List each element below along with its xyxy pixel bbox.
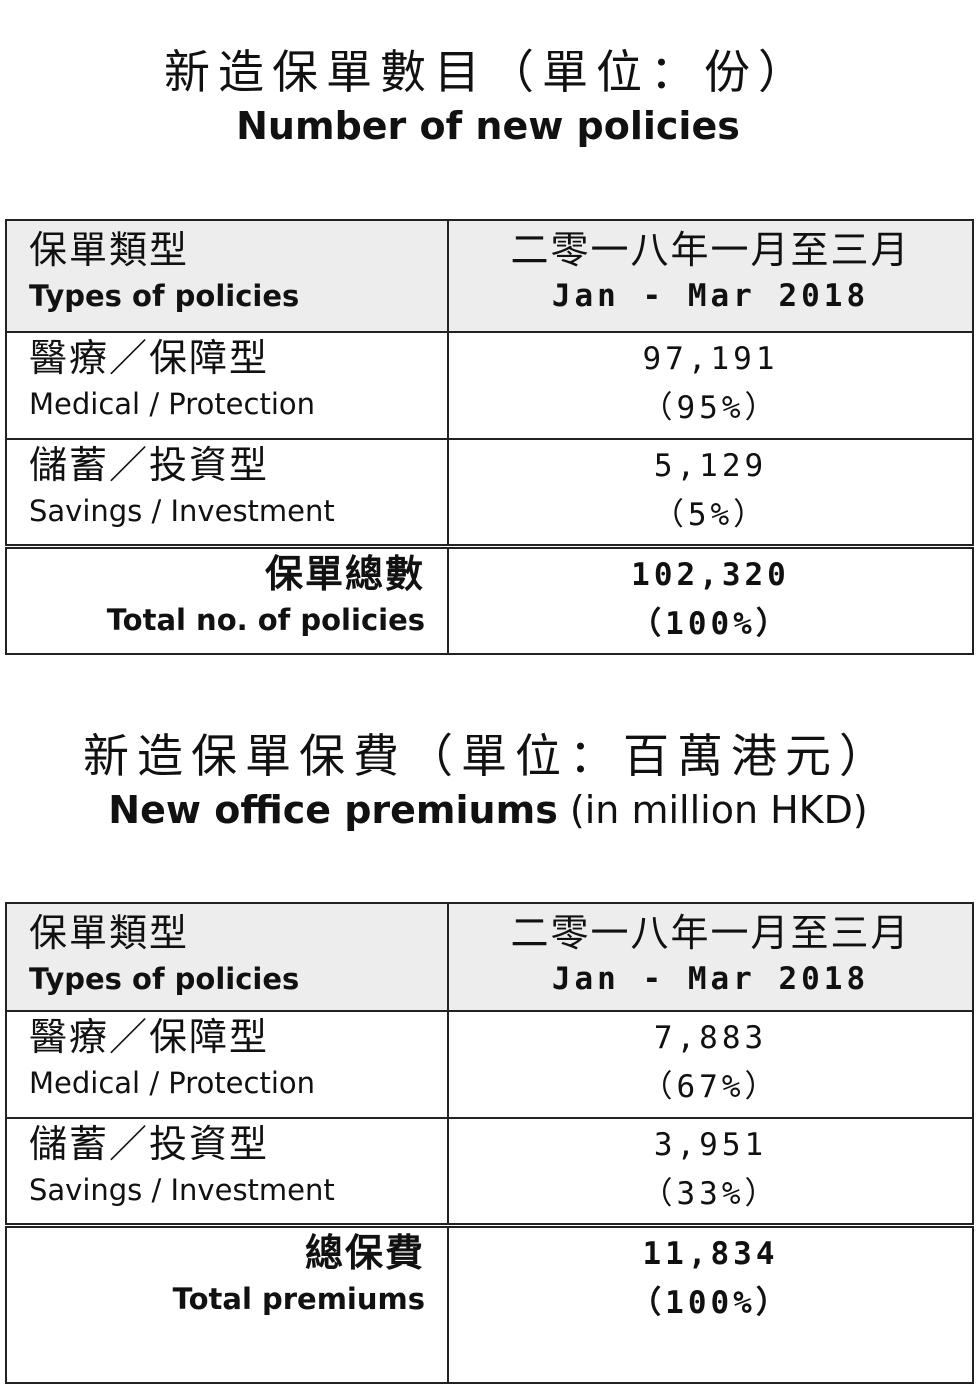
total-value-cell: 102,320 （100%） bbox=[447, 543, 974, 655]
row-type-cell: 醫療／保障型 Medical / Protection bbox=[5, 1010, 449, 1119]
row-type-en: Savings / Investment bbox=[29, 1173, 335, 1207]
total-label-zh: 總保費 bbox=[304, 1229, 425, 1275]
section2-title-en-bold: New office premiums bbox=[108, 788, 558, 832]
row-type-en: Savings / Investment bbox=[29, 494, 335, 528]
table-row: 儲蓄／投資型 Savings / Investment 5,129 （5%） bbox=[5, 438, 974, 547]
total-label-en: Total premiums bbox=[172, 1281, 425, 1316]
row-value-cell: 3,951 （33%） bbox=[447, 1117, 974, 1226]
header-type-cell: 保單類型 Types of policies bbox=[5, 219, 449, 333]
row-type-cell: 儲蓄／投資型 Savings / Investment bbox=[5, 438, 449, 547]
header-period-en: Jan - Mar 2018 bbox=[551, 961, 870, 997]
header-type-en: Types of policies bbox=[29, 962, 300, 996]
table-row: 儲蓄／投資型 Savings / Investment 3,951 （33%） bbox=[5, 1117, 974, 1226]
row-value-cell: 5,129 （5%） bbox=[447, 438, 974, 547]
header-period-en: Jan - Mar 2018 bbox=[551, 278, 870, 314]
header-type-zh: 保單類型 bbox=[29, 228, 190, 272]
row-value: 97,191 bbox=[642, 341, 779, 377]
total-label-en: Total no. of policies bbox=[106, 602, 425, 637]
total-percent: （100%） bbox=[630, 1284, 791, 1321]
header-period-cell: 二零一八年一月至三月 Jan - Mar 2018 bbox=[447, 902, 974, 1012]
header-period-zh: 二零一八年一月至三月 bbox=[510, 228, 911, 272]
total-value: 11,834 bbox=[642, 1235, 779, 1272]
table-header-row: 保單類型 Types of policies 二零一八年一月至三月 Jan - … bbox=[5, 902, 974, 1012]
table-row: 醫療／保障型 Medical / Protection 7,883 （67%） bbox=[5, 1010, 974, 1119]
header-type-en: Types of policies bbox=[29, 279, 300, 313]
total-label-cell: 保單總數 Total no. of policies bbox=[5, 543, 449, 655]
row-value-cell: 97,191 （95%） bbox=[447, 331, 974, 440]
row-type-zh: 醫療／保障型 bbox=[29, 1015, 270, 1059]
table-header-row: 保單類型 Types of policies 二零一八年一月至三月 Jan - … bbox=[5, 219, 974, 333]
header-type-zh: 保單類型 bbox=[29, 911, 190, 955]
total-row: 總保費 Total premiums 11,834 （100%） bbox=[5, 1222, 974, 1384]
section2-title-en-unit: (in million HKD) bbox=[557, 788, 868, 832]
section2-title-zh: 新造保單保費（單位：百萬港元） bbox=[83, 729, 893, 783]
row-percent: （5%） bbox=[652, 497, 769, 533]
section1-title-zh: 新造保單數目（單位：份） bbox=[164, 45, 812, 99]
new-policies-table: 保單類型 Types of policies 二零一八年一月至三月 Jan - … bbox=[5, 219, 974, 655]
row-percent: （67%） bbox=[641, 1069, 780, 1105]
row-value: 5,129 bbox=[653, 448, 768, 484]
total-value: 102,320 bbox=[631, 556, 790, 593]
section2-title-en: New office premiums (in million HKD) bbox=[0, 788, 976, 832]
total-label-cell: 總保費 Total premiums bbox=[5, 1222, 449, 1384]
header-period-zh: 二零一八年一月至三月 bbox=[510, 911, 911, 955]
row-value: 3,951 bbox=[653, 1127, 768, 1163]
row-type-cell: 儲蓄／投資型 Savings / Investment bbox=[5, 1117, 449, 1226]
total-percent: （100%） bbox=[630, 605, 791, 642]
total-label-zh: 保單總數 bbox=[264, 550, 425, 596]
row-type-zh: 醫療／保障型 bbox=[29, 336, 270, 380]
row-percent: （95%） bbox=[641, 390, 780, 426]
total-value-cell: 11,834 （100%） bbox=[447, 1222, 974, 1384]
row-type-zh: 儲蓄／投資型 bbox=[29, 1122, 270, 1166]
row-type-en: Medical / Protection bbox=[29, 1066, 316, 1100]
row-type-en: Medical / Protection bbox=[29, 387, 316, 421]
header-period-cell: 二零一八年一月至三月 Jan - Mar 2018 bbox=[447, 219, 974, 333]
row-value-cell: 7,883 （67%） bbox=[447, 1010, 974, 1119]
header-type-cell: 保單類型 Types of policies bbox=[5, 902, 449, 1012]
table-row: 醫療／保障型 Medical / Protection 97,191 （95%） bbox=[5, 331, 974, 440]
total-row: 保單總數 Total no. of policies 102,320 （100%… bbox=[5, 543, 974, 655]
row-type-cell: 醫療／保障型 Medical / Protection bbox=[5, 331, 449, 440]
new-premiums-table: 保單類型 Types of policies 二零一八年一月至三月 Jan - … bbox=[5, 902, 974, 1384]
row-value: 7,883 bbox=[653, 1020, 768, 1056]
row-type-zh: 儲蓄／投資型 bbox=[29, 443, 270, 487]
section1-title-en: Number of new policies bbox=[236, 104, 740, 148]
row-percent: （33%） bbox=[641, 1176, 780, 1212]
